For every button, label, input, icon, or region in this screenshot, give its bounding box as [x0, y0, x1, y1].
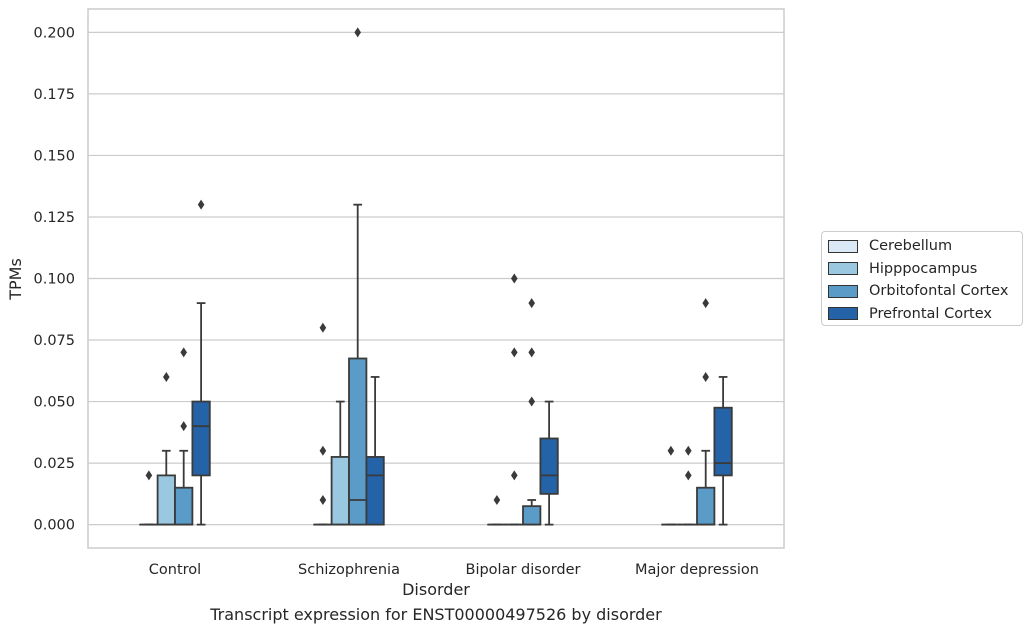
- outlier-point: [511, 347, 518, 358]
- legend-label: Hipppocampus: [869, 260, 978, 277]
- legend-item-orbitofrontal: Orbitofontal Cortex: [828, 280, 1022, 303]
- outlier-point: [493, 495, 501, 506]
- plot-marks: [139, 27, 733, 526]
- y-tick-label: 0.100: [33, 272, 75, 288]
- x-axis-title: Disorder: [402, 580, 470, 599]
- box-iqr: [191, 400, 211, 477]
- outlier-point: [702, 298, 709, 309]
- legend-swatch-cerebellum: [828, 239, 858, 253]
- box-group: [522, 298, 542, 526]
- y-tick-label: 0.175: [33, 87, 75, 103]
- outlier-point: [180, 421, 187, 432]
- box-group: [713, 376, 733, 526]
- outlier-point: [180, 347, 187, 358]
- box-group: [139, 470, 159, 526]
- y-tick-label: 0.000: [33, 518, 75, 534]
- outlier-point: [511, 470, 518, 481]
- y-tick-label: 0.150: [33, 148, 75, 164]
- plot-frame: [87, 8, 785, 549]
- legend-swatch-hippocampus: [828, 262, 858, 276]
- outlier-point: [354, 27, 361, 38]
- box-group: [539, 400, 559, 526]
- outlier-point: [667, 445, 675, 456]
- outlier-point: [319, 445, 327, 456]
- outlier-point: [685, 445, 692, 456]
- outlier-point: [319, 322, 327, 333]
- outlier-point: [528, 396, 535, 407]
- outlier-point: [511, 273, 518, 284]
- box-group: [678, 445, 698, 526]
- outlier-point: [528, 298, 535, 309]
- y-axis-ticks: 0.000 0.025 0.050 0.075 0.100 0.125 0.150 0.175…: [33, 25, 75, 533]
- x-tick-label: Schizophrenia: [298, 562, 400, 578]
- box-group: [191, 199, 211, 526]
- legend-item-prefrontal: Prefrontal Cortex: [828, 303, 1022, 326]
- x-tick-label: Bipolar disorder: [466, 562, 581, 578]
- box-group: [156, 371, 176, 526]
- box-iqr: [174, 486, 194, 526]
- outlier-point: [528, 347, 535, 358]
- box-iqr: [713, 406, 733, 477]
- outlier-point: [685, 470, 692, 481]
- legend-item-hippocampus: Hipppocampus: [828, 258, 1022, 281]
- box-group: [313, 322, 333, 526]
- y-tick-label: 0.075: [33, 333, 75, 349]
- y-tick-label: 0.050: [33, 395, 75, 411]
- x-tick-label: Major depression: [635, 562, 759, 578]
- legend-swatch-prefrontal: [828, 307, 858, 321]
- box-iqr: [365, 456, 385, 526]
- outlier-point: [163, 371, 170, 382]
- box-group: [174, 347, 194, 526]
- box-iqr: [348, 357, 368, 526]
- legend-label: Cerebellum: [869, 238, 953, 255]
- box-group: [696, 298, 716, 526]
- legend-label: Prefrontal Cortex: [869, 305, 992, 322]
- y-tick-label: 0.125: [33, 210, 75, 226]
- x-tick-label: Control: [149, 562, 201, 578]
- box-group: [348, 27, 368, 526]
- legend-label: Orbitofontal Cortex: [869, 283, 1009, 300]
- box-group: [487, 495, 507, 526]
- x-axis-ticks: Control Schizophrenia Bipolar disorder Majo…: [149, 562, 759, 578]
- outlier-point: [702, 371, 709, 382]
- box-group: [661, 445, 681, 526]
- box-iqr: [696, 486, 716, 526]
- y-tick-label: 0.200: [33, 25, 75, 41]
- box-iqr: [539, 437, 559, 495]
- box-iqr: [522, 505, 542, 526]
- outlier-point: [197, 199, 205, 210]
- box-iqr: [156, 474, 176, 526]
- box-group: [504, 273, 524, 526]
- box-group: [365, 376, 385, 526]
- outlier-point: [319, 495, 327, 506]
- legend-swatch-orbitofrontal: [828, 284, 858, 298]
- figure-caption: Transcript expression for ENST0000049752…: [210, 605, 662, 624]
- box-iqr: [330, 456, 350, 526]
- y-tick-label: 0.025: [33, 456, 75, 472]
- outlier-point: [145, 470, 153, 481]
- legend-item-cerebellum: Cerebellum: [828, 235, 1022, 258]
- y-axis-title: TPMs: [6, 258, 25, 301]
- legend: Cerebellum Hipppocampus Orbitofontal Cor…: [821, 231, 1023, 326]
- box-group: [330, 400, 350, 526]
